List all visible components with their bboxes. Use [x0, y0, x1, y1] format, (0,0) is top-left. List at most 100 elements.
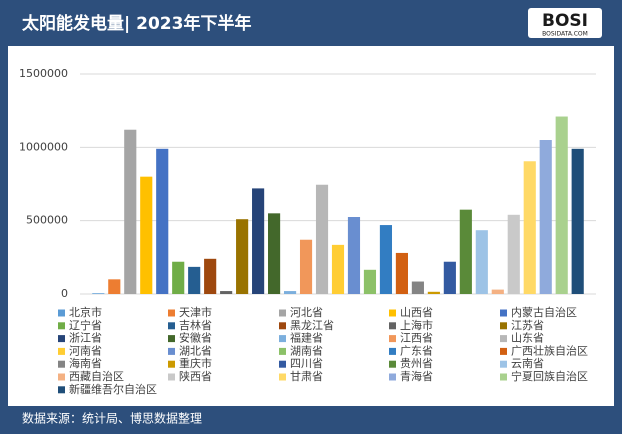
bar: [395, 252, 408, 294]
legend-label: 浙江省: [69, 332, 102, 345]
bar: [108, 279, 121, 294]
legend-swatch: [58, 335, 65, 343]
logo-box: [528, 8, 602, 38]
legend-swatch: [389, 335, 396, 343]
legend-swatch: [279, 309, 286, 317]
bar: [379, 225, 393, 294]
y-tick-label: 1000000: [19, 140, 68, 153]
legend-label: 海南省: [69, 356, 102, 370]
legend-label: 福建省: [290, 331, 323, 345]
bar: [156, 148, 169, 294]
bar: [539, 140, 552, 294]
legend-label: 广东省: [400, 344, 433, 357]
legend-swatch: [168, 347, 175, 355]
legend-label: 四川省: [290, 357, 323, 370]
legend-swatch: [279, 322, 286, 330]
legend-label: 辽宁省: [69, 318, 102, 332]
bar: [204, 258, 217, 294]
legend-label: 湖南省: [290, 344, 323, 357]
legend-swatch: [279, 373, 286, 381]
legend-label: 河北省: [290, 306, 323, 319]
legend-swatch: [168, 322, 175, 330]
legend-label: 贵州省: [400, 357, 433, 370]
legend-label: 天津市: [179, 305, 212, 319]
legend-swatch: [58, 347, 65, 355]
source-note: 数据来源：统计局、博思数据整理: [22, 411, 202, 426]
legend-swatch: [389, 373, 396, 381]
legend-label: 宁夏回族自治区: [511, 369, 588, 383]
legend-label: 河南省: [69, 344, 102, 357]
bar: [268, 213, 281, 294]
bar: [443, 261, 456, 294]
legend-label: 吉林省: [179, 318, 212, 332]
legend-label: 北京市: [69, 305, 102, 319]
chart-title: 太阳能发电量| 2023年下半年: [22, 13, 251, 34]
legend-swatch: [389, 360, 396, 368]
legend-swatch: [58, 386, 65, 394]
legend-label: 重庆市: [179, 356, 212, 370]
legend-swatch: [500, 347, 507, 355]
bar: [92, 293, 105, 294]
legend-label: 西藏自治区: [69, 369, 124, 383]
legend-label: 安徽省: [179, 331, 212, 345]
bar: [507, 214, 520, 294]
bar: [571, 148, 584, 294]
legend-swatch: [500, 322, 507, 330]
legend-label: 云南省: [511, 357, 544, 370]
bar: [252, 188, 265, 294]
bar: [124, 129, 137, 294]
logo-site: BOSIDATA.COM: [542, 31, 588, 38]
legend-label: 山东省: [511, 332, 544, 345]
legend-swatch: [500, 373, 507, 381]
legend-swatch: [389, 309, 396, 317]
bar: [283, 291, 297, 294]
legend-swatch: [168, 373, 175, 381]
y-tick-label: 0: [61, 287, 68, 300]
legend-label: 青海省: [400, 369, 433, 383]
bar: [347, 217, 361, 294]
bar: [411, 281, 424, 294]
legend-label: 甘肃省: [290, 370, 323, 383]
legend-swatch: [389, 347, 396, 355]
legend-label: 陕西省: [179, 369, 212, 383]
bar: [299, 239, 313, 294]
legend-label: 山西省: [400, 306, 433, 319]
legend-swatch: [168, 335, 175, 343]
y-tick-label: 500000: [26, 214, 68, 227]
bar: [188, 266, 201, 294]
bar: [220, 291, 233, 294]
legend-swatch: [168, 309, 175, 317]
bar: [491, 289, 504, 294]
legend-swatch: [58, 360, 65, 368]
legend-swatch: [279, 347, 286, 355]
bar: [475, 230, 488, 294]
logo-brand: BOSI: [542, 11, 588, 31]
legend-label: 新疆维吾尔自治区: [69, 382, 157, 396]
legend-label: 黑龙江省: [290, 319, 334, 332]
legend-label: 广西壮族自治区: [511, 343, 588, 357]
bar: [555, 116, 568, 295]
bar: [459, 209, 472, 294]
legend-swatch: [500, 360, 507, 368]
bar: [172, 261, 185, 294]
legend-swatch: [58, 322, 65, 330]
legend-label: 湖北省: [179, 344, 212, 357]
bar: [236, 219, 249, 294]
bar: [331, 244, 345, 294]
legend-swatch: [58, 373, 65, 381]
bar: [140, 176, 153, 294]
bar: [427, 291, 440, 294]
legend-label: 上海市: [400, 318, 433, 332]
legend-label: 江西省: [400, 332, 433, 345]
legend-label: 江苏省: [511, 319, 544, 332]
legend-swatch: [500, 335, 507, 343]
bar: [363, 269, 377, 294]
y-tick-label: 1500000: [19, 67, 68, 80]
legend-swatch: [389, 322, 396, 330]
legend-swatch: [168, 360, 175, 368]
legend-swatch: [279, 360, 286, 368]
legend-swatch: [58, 309, 65, 317]
legend-swatch: [500, 309, 507, 317]
bar: [523, 161, 536, 294]
